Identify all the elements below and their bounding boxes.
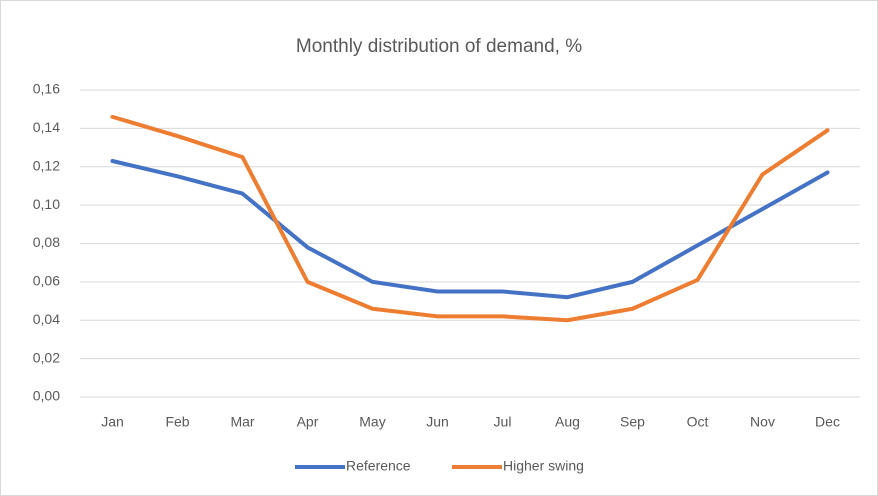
x-tick-label: May [359,414,385,430]
legend-label: Higher swing [503,458,584,474]
y-tick-label: 0,02 [33,349,60,365]
x-tick-label: Jan [101,414,124,430]
x-tick-label: Jul [494,414,512,430]
y-tick-label: 0,04 [33,311,60,327]
y-tick-label: 0,10 [33,196,60,212]
series-line [110,158,830,300]
chart-title: Monthly distribution of demand, % [296,36,582,57]
x-tick-label: Feb [165,414,189,430]
y-tick-label: 0,00 [33,388,60,404]
x-tick-label: Sep [620,414,645,430]
x-tick-label: Dec [815,414,840,430]
y-tick-label: 0,12 [33,157,60,173]
series-line [110,114,830,323]
y-tick-label: 0,16 [33,81,60,97]
x-tick-label: Nov [750,414,775,430]
legend-label: Reference [346,458,411,474]
y-tick-label: 0,06 [33,273,60,289]
x-tick-label: Mar [230,414,254,430]
y-tick-label: 0,14 [33,119,60,135]
x-tick-label: Jun [426,414,449,430]
x-tick-label: Apr [297,414,319,430]
x-tick-label: Oct [687,414,709,430]
y-tick-label: 0,08 [33,234,60,250]
x-tick-label: Aug [555,414,580,430]
